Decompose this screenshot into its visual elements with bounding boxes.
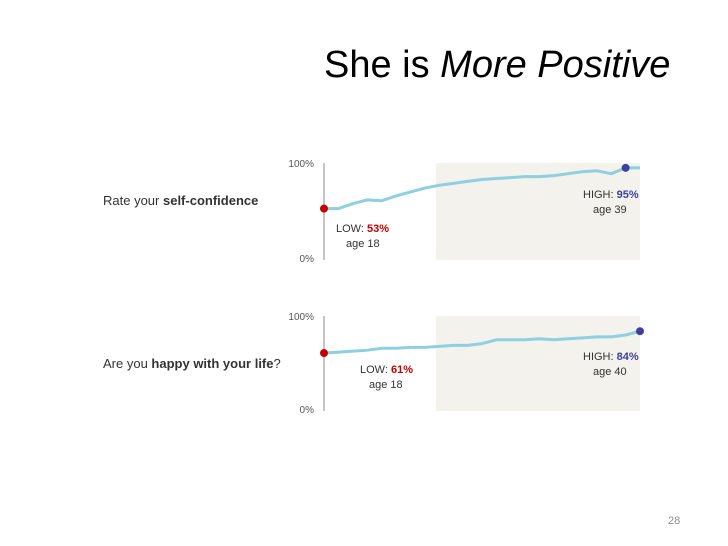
chart2-high-label: HIGH: 84% [583,351,639,363]
chart1-band [436,163,640,260]
chart1-high-age: age 39 [593,204,627,216]
chart2-low-age: age 18 [369,379,403,391]
chart-happy-with-life: 100% 0% Are you happy with your life? LO… [103,312,644,416]
chart1-question-plain: Rate your [103,193,163,208]
chart1-ytick-top: 100% [288,159,314,170]
chart2-low-prefix: LOW: [360,364,391,376]
title-plain: She is [324,44,441,86]
chart-self-confidence: 100% 0% Rate your self-confidence LOW: 5… [103,159,640,265]
chart2-question: Are you happy with your life? [103,356,281,371]
chart2-series-line [323,329,641,355]
title-emphasis: More Positive [440,44,671,86]
chart1-question-bold: self-confidence [163,193,258,208]
chart2-high-point [636,327,644,336]
chart2-ytick-bottom: 0% [300,405,315,416]
chart1-low-age: age 18 [346,238,380,250]
chart1-question: Rate your self-confidence [103,193,258,208]
chart1-series-line [324,166,640,211]
chart1-ytick-bottom: 0% [300,254,315,265]
chart2-high-prefix: HIGH: [583,351,617,363]
chart2-low-label: LOW: 61% [360,364,413,376]
chart1-low-point [320,204,328,213]
chart1-low-value: 53% [367,223,389,235]
chart1-high-point [621,163,630,172]
chart2-ytick-top: 100% [288,312,314,323]
page-number: 28 [668,515,681,527]
chart2-high-age: age 40 [593,366,627,378]
chart2-question-tail: ? [274,356,281,371]
chart2-high-value: 84% [617,351,639,363]
chart1-low-label: LOW: 53% [336,223,389,235]
slide-title: She is More Positive [324,44,670,87]
chart1-high-value: 95% [617,189,639,201]
chart1-high-label: HIGH: 95% [583,189,639,201]
chart2-question-bold: happy with your life [151,356,273,371]
chart2-low-point [320,349,328,358]
chart2-band [436,316,640,411]
chart2-question-plain: Are you [103,356,151,371]
chart1-high-prefix: HIGH: [583,189,617,201]
chart1-low-prefix: LOW: [336,223,367,235]
chart2-low-value: 61% [391,364,413,376]
